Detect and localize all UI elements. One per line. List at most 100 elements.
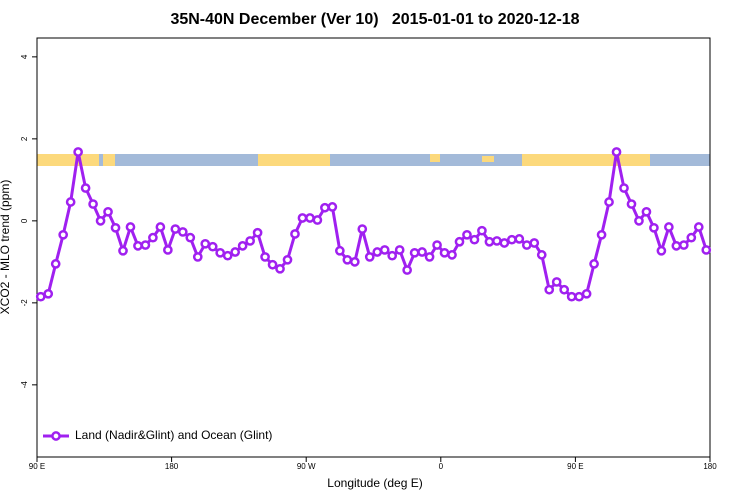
data-point <box>118 245 128 256</box>
data-point <box>50 259 61 269</box>
data-point <box>559 284 570 295</box>
data-point <box>80 183 91 193</box>
data-point <box>484 236 495 247</box>
data-point <box>417 247 427 257</box>
y-tick-label: 0 <box>20 218 29 223</box>
data-point <box>664 222 674 232</box>
data-point <box>409 247 420 258</box>
x-tick-label: 90 W <box>297 462 316 471</box>
data-point <box>492 236 502 246</box>
data-point <box>252 227 263 238</box>
y-tick-label: 2 <box>20 136 29 141</box>
data-point <box>140 240 151 250</box>
data-point <box>177 227 188 237</box>
data-point <box>566 291 577 302</box>
x-tick-label: 180 <box>165 462 179 471</box>
data-point <box>477 225 487 236</box>
data-point <box>693 222 704 232</box>
data-point <box>462 229 472 240</box>
data-point <box>402 265 412 275</box>
data-point <box>237 241 248 251</box>
x-tick-label: 180 <box>703 462 717 471</box>
data-point <box>499 238 510 248</box>
data-point <box>110 222 121 233</box>
land-band <box>37 154 99 166</box>
data-point <box>372 247 383 257</box>
data-point <box>596 229 607 240</box>
data-point <box>275 263 285 274</box>
data-point <box>43 288 54 299</box>
data-point <box>469 234 480 245</box>
land-band <box>482 156 494 162</box>
data-point <box>267 259 278 270</box>
data-point <box>349 256 360 267</box>
land-band <box>522 154 610 166</box>
land-band <box>258 154 330 166</box>
data-point <box>215 247 226 258</box>
data-point <box>155 222 166 232</box>
data-point <box>387 250 398 261</box>
data-point <box>230 247 241 257</box>
data-point <box>678 240 689 250</box>
data-point <box>589 259 599 269</box>
data-point <box>185 232 196 243</box>
data-point <box>649 222 659 233</box>
land-band <box>430 154 440 162</box>
x-tick-label: 90 E <box>29 462 45 471</box>
data-point <box>424 252 435 262</box>
legend-label: Land (Nadir&Glint) and Ocean (Glint) <box>75 428 272 442</box>
x-tick-label: 0 <box>439 462 444 471</box>
data-point <box>260 252 270 262</box>
data-point <box>222 250 233 261</box>
data-point <box>641 206 652 217</box>
data-point <box>200 238 211 249</box>
data-point <box>170 224 181 234</box>
data-point <box>88 199 98 209</box>
x-axis-label: Longitude (deg E) <box>327 476 422 490</box>
data-point <box>327 202 338 212</box>
data-point <box>551 277 562 287</box>
data-point <box>297 213 308 223</box>
data-point <box>544 284 555 295</box>
data-point <box>290 229 300 239</box>
data-point <box>148 232 158 243</box>
data-point <box>335 245 345 256</box>
data-point <box>634 216 644 226</box>
legend-item: Land (Nadir&Glint) and Ocean (Glint) <box>43 428 272 442</box>
data-point <box>58 229 69 240</box>
data-point <box>619 183 629 193</box>
data-point <box>342 254 353 265</box>
data-point <box>439 247 450 258</box>
land-band <box>103 154 115 166</box>
y-tick-label: 4 <box>20 54 29 59</box>
data-point <box>514 234 525 244</box>
data-point <box>320 202 330 213</box>
chart-title: 35N-40N December (Ver 10) 2015-01-01 to … <box>170 11 579 28</box>
data-point <box>282 254 293 265</box>
data-point <box>95 216 106 226</box>
data-point <box>207 241 218 252</box>
data-point <box>686 232 697 243</box>
data-point <box>611 147 622 157</box>
data-point <box>432 240 442 250</box>
data-point <box>65 197 76 207</box>
data-point <box>671 241 682 251</box>
data-point <box>701 245 712 255</box>
data-point <box>394 245 405 255</box>
data-point <box>529 238 540 248</box>
data-point <box>656 245 667 256</box>
data-point <box>521 240 532 250</box>
data-point <box>574 291 584 302</box>
data-point <box>133 241 143 251</box>
land-ocean-band <box>37 154 710 166</box>
data-point <box>245 236 255 246</box>
data-point <box>357 224 368 234</box>
legend-marker <box>51 431 61 441</box>
data-point <box>73 147 83 157</box>
data-point <box>312 215 323 225</box>
data-point <box>581 288 592 299</box>
data-point <box>125 222 136 232</box>
data-point <box>604 197 614 207</box>
data-point <box>364 252 375 262</box>
